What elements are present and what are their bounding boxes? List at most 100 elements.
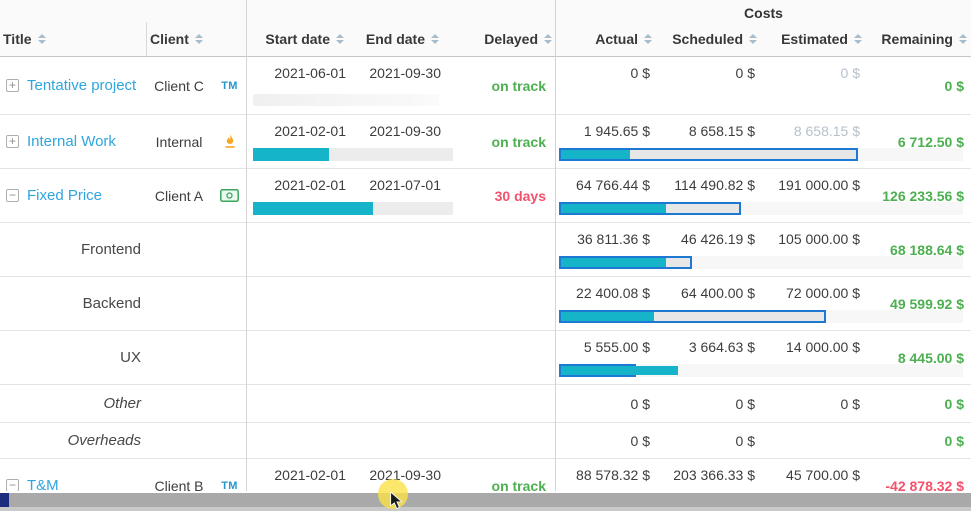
- costs-group-header: Costs: [744, 5, 783, 21]
- scrollbar-gutter: [0, 507, 971, 511]
- cost-bar-scheduled-box: [559, 148, 858, 161]
- start-date: 2021-02-01: [274, 123, 346, 139]
- end-date: 2021-09-30: [369, 467, 441, 483]
- sort-icon: [544, 34, 552, 44]
- tm-badge: TM: [221, 479, 238, 492]
- remaining-cost: 49 599.92 $: [890, 295, 964, 312]
- column-header-label: Delayed: [484, 31, 538, 47]
- actual-cost: 88 578.32 $: [576, 467, 650, 483]
- remaining-cost: 0 $: [944, 77, 964, 94]
- remaining-cost: 0 $: [944, 432, 964, 449]
- table-row: + Internal Work Internal 2021-02-01 2021-09-…: [0, 115, 971, 169]
- remaining-cost: -42 878.32 $: [885, 477, 964, 492]
- column-header-label: Actual: [595, 31, 638, 47]
- table-row: − Fixed Price Client A 2021-02-01 2021-07-01…: [0, 169, 971, 223]
- sort-icon: [37, 34, 46, 44]
- title-cell: + Internal Work: [0, 115, 146, 168]
- scrollbar-track[interactable]: [0, 493, 971, 507]
- table-row: Other 0 $ 0 $ 0 $ 0 $: [0, 385, 971, 423]
- column-header-estimated[interactable]: Estimated: [765, 31, 870, 47]
- project-title-link[interactable]: T&M: [27, 477, 59, 491]
- scheduled-cost: 8 658.15 $: [688, 123, 755, 139]
- billing-type-badge: [212, 115, 247, 168]
- column-header-actual[interactable]: Actual: [556, 31, 660, 47]
- estimated-cost: 8 658.15 $: [793, 123, 860, 139]
- flame-icon: [224, 133, 235, 148]
- estimated-cost: 45 700.00 $: [786, 467, 860, 483]
- estimated-cost: 105 000.00 $: [778, 231, 860, 247]
- actual-cost: 1 945.65 $: [583, 123, 650, 139]
- cost-bar-actual-fill: [561, 150, 630, 159]
- start-date: 2021-06-01: [274, 65, 346, 81]
- column-header-start-date[interactable]: Start date: [247, 31, 352, 47]
- project-title-link[interactable]: Tentative project: [27, 77, 137, 94]
- actual-cost: 0 $: [630, 395, 650, 412]
- actual-cost: 22 400.08 $: [576, 285, 650, 301]
- cost-group-label: Other: [103, 395, 141, 412]
- remaining-cost: 0 $: [944, 395, 964, 412]
- delay-status: on track: [491, 77, 546, 94]
- cost-bar-actual-fill: [561, 312, 654, 321]
- cost-progress-bar: [559, 256, 963, 269]
- column-header-title[interactable]: Title: [0, 31, 146, 47]
- expand-toggle-icon[interactable]: +: [6, 79, 19, 92]
- estimated-cost: 0 $: [840, 395, 860, 412]
- project-title-link[interactable]: Fixed Price: [27, 187, 103, 204]
- project-title-link[interactable]: Internal Work: [27, 133, 116, 150]
- cost-progress-bar: [559, 364, 963, 377]
- estimated-cost: 191 000.00 $: [778, 177, 860, 193]
- expand-toggle-icon[interactable]: −: [6, 479, 19, 491]
- scheduled-cost: 0 $: [735, 432, 755, 449]
- empty-cell: [247, 385, 556, 422]
- scheduled-cost: 3 664.63 $: [688, 339, 755, 355]
- column-divider: [555, 0, 556, 491]
- money-icon: [220, 189, 239, 202]
- table-row: Frontend 36 811.36 $ 46 426.19 $ 105 000.00…: [0, 223, 971, 277]
- scheduled-cost: 0 $: [735, 65, 755, 81]
- expand-toggle-icon[interactable]: +: [6, 135, 19, 148]
- start-date: 2021-02-01: [274, 177, 346, 193]
- column-divider: [246, 0, 247, 491]
- column-header-scheduled[interactable]: Scheduled: [660, 31, 765, 47]
- table-body: + Tentative project Client C TM 2021-06-01 20…: [0, 57, 971, 491]
- column-header-label: End date: [365, 31, 425, 47]
- cost-bar-actual-fill: [561, 258, 667, 267]
- column-header-end-date[interactable]: End date: [352, 31, 447, 47]
- estimated-cost: 0 $: [840, 65, 860, 81]
- estimated-cost: [765, 423, 870, 458]
- end-date: 2021-07-01: [369, 177, 441, 193]
- cost-progress-bar: [559, 310, 963, 323]
- column-header-delayed[interactable]: Delayed: [447, 31, 556, 47]
- cost-bar-actual-fill: [561, 204, 667, 213]
- title-cell: + Tentative project: [0, 57, 146, 114]
- column-header-client[interactable]: Client: [146, 22, 247, 56]
- timeline-placeholder: [253, 94, 439, 106]
- end-date: 2021-09-30: [369, 123, 441, 139]
- actual-cost: 36 811.36 $: [577, 231, 650, 247]
- empty-cell: [247, 331, 556, 384]
- scheduled-cost: 0 $: [735, 395, 755, 412]
- delay-status: on track: [491, 133, 546, 150]
- estimated-cost: 72 000.00 $: [786, 285, 860, 301]
- empty-cell: [247, 277, 556, 330]
- title-cell: − T&M: [0, 459, 146, 491]
- billing-type-badge: TM: [212, 459, 247, 492]
- sort-icon: [854, 34, 862, 44]
- remaining-cost: 68 188.64 $: [890, 241, 964, 258]
- start-date: 2021-02-01: [274, 467, 346, 483]
- client-name: Client A: [154, 187, 204, 204]
- cost-group-label: UX: [120, 349, 141, 366]
- remaining-cost: 6 712.50 $: [897, 133, 964, 150]
- client-name: Internal: [155, 133, 203, 150]
- end-date: 2021-09-30: [369, 65, 441, 81]
- actual-cost: 0 $: [630, 65, 650, 81]
- scrollbar-thumb[interactable]: [0, 493, 9, 507]
- expand-toggle-icon[interactable]: −: [6, 189, 19, 202]
- cost-progress-bar: [559, 202, 963, 215]
- tm-badge: TM: [221, 79, 238, 92]
- empty-cell: [247, 223, 556, 276]
- horizontal-scrollbar: [0, 491, 971, 511]
- title-cell: − Fixed Price: [0, 169, 146, 222]
- table-row: Backend 22 400.08 $ 64 400.00 $ 72 000.00 $…: [0, 277, 971, 331]
- column-header-remaining[interactable]: Remaining: [870, 31, 971, 47]
